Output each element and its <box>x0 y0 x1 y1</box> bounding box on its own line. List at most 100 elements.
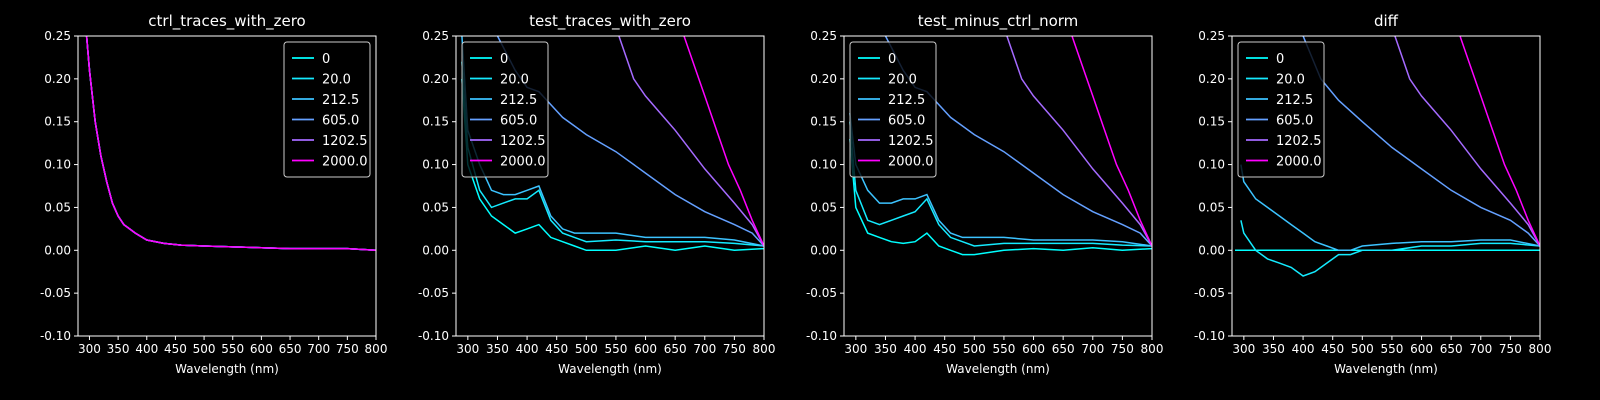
x-tick-label: 550 <box>1380 342 1403 356</box>
series-line-605.0 <box>1302 36 1540 247</box>
legend-box <box>461 41 549 178</box>
x-tick-label: 450 <box>164 342 187 356</box>
legend-entry: 212.5 <box>322 93 359 108</box>
y-tick-label: 0.10 <box>1198 158 1225 172</box>
legend-entry: 212.5 <box>1276 93 1313 108</box>
series-line-1202.5 <box>1006 36 1152 247</box>
y-tick-label: 0.20 <box>810 72 837 86</box>
x-tick-label: 500 <box>963 342 986 356</box>
x-tick-label: 400 <box>516 342 539 356</box>
legend: 0 20.0 212.5 605.0 1202.5 2000.0 <box>849 41 937 178</box>
y-tick-label: -0.05 <box>806 286 837 300</box>
x-tick-label: 650 <box>1052 342 1075 356</box>
series-line-20.0 <box>849 121 1152 247</box>
x-axis-label: Wavelength (nm) <box>946 362 1050 376</box>
legend-entry: 1202.5 <box>322 134 368 149</box>
axes-frame <box>455 35 765 337</box>
x-tick-label: 600 <box>250 342 273 356</box>
legend-entry: 605.0 <box>322 114 359 129</box>
legend: 0 20.0 212.5 605.0 1202.5 2000.0 <box>461 41 549 178</box>
x-tick-label: 650 <box>664 342 687 356</box>
x-axis-label: Wavelength (nm) <box>1334 362 1438 376</box>
y-tick-label: -0.05 <box>418 286 449 300</box>
x-tick-label: 600 <box>1022 342 1045 356</box>
legend-entry: 1202.5 <box>888 134 934 149</box>
chart-panel-3: 300 350 400 450 500 550 600 650 700 750 800 -0.10 -0… <box>806 12 1164 376</box>
y-tick-label: -0.10 <box>418 329 449 343</box>
y-tick-label: 0.25 <box>422 29 449 43</box>
x-tick-label: 450 <box>545 342 568 356</box>
y-tick-label: 0.25 <box>810 29 837 43</box>
x-tick-label: 550 <box>604 342 627 356</box>
y-tick-label: 0.05 <box>422 200 449 214</box>
y-tick-label: 0.00 <box>810 243 837 257</box>
x-tick-label: 450 <box>933 342 956 356</box>
chart-title: ctrl_traces_with_zero <box>148 12 305 31</box>
x-tick-label: 300 <box>78 342 101 356</box>
legend-entry: 2000.0 <box>500 155 546 170</box>
y-tick-label: 0.15 <box>44 115 71 129</box>
y-tick-label: 0.05 <box>810 200 837 214</box>
x-tick-label: 750 <box>1499 342 1522 356</box>
y-tick-label: 0.15 <box>1198 115 1225 129</box>
legend-entry: 2000.0 <box>322 155 368 170</box>
series-line-2000.0 <box>85 36 376 252</box>
x-tick-label: 450 <box>1321 342 1344 356</box>
y-tick-label: 0.20 <box>422 72 449 86</box>
x-tick-label: 600 <box>634 342 657 356</box>
chart-panel-4: 300 350 400 450 500 550 600 650 700 750 800 -0.10 -0… <box>1194 12 1552 376</box>
y-tick-label: -0.05 <box>40 286 71 300</box>
y-tick-label: 0.05 <box>44 200 71 214</box>
chart-panel-1: 300 350 400 450 500 550 600 650 700 750 800 -0.10 -0… <box>40 12 388 376</box>
x-tick-label: 800 <box>753 342 776 356</box>
x-tick-label: 700 <box>693 342 716 356</box>
y-tick-label: 0.20 <box>1198 72 1225 86</box>
series-line-212.5 <box>849 113 1152 247</box>
legend-entry: 2000.0 <box>888 155 934 170</box>
y-tick-label: 0.20 <box>44 72 71 86</box>
series-line-0 <box>849 138 1152 256</box>
legend-entry: 605.0 <box>1276 114 1313 129</box>
series-line-212.5 <box>1240 164 1540 252</box>
axes-frame <box>1231 35 1541 337</box>
legend-entry: 605.0 <box>888 114 925 129</box>
y-tick-label: 0.05 <box>1198 200 1225 214</box>
x-tick-label: 400 <box>1292 342 1315 356</box>
legend-entry: 605.0 <box>500 114 537 129</box>
x-tick-label: 600 <box>1410 342 1433 356</box>
y-tick-label: 0.10 <box>44 158 71 172</box>
y-tick-label: -0.10 <box>40 329 71 343</box>
x-tick-label: 700 <box>1081 342 1104 356</box>
series-line-212.5 <box>461 36 764 247</box>
legend-entry: 212.5 <box>888 93 925 108</box>
x-tick-label: 800 <box>1141 342 1164 356</box>
legend-entry: 20.0 <box>322 73 351 88</box>
legend-box <box>849 41 937 178</box>
legend-entry: 0 <box>1276 52 1284 67</box>
chart-title: test_minus_ctrl_norm <box>918 12 1079 31</box>
y-tick-label: 0.00 <box>1198 243 1225 257</box>
legend: 0 20.0 212.5 605.0 1202.5 2000.0 <box>283 41 371 178</box>
chart-title: diff <box>1374 12 1399 30</box>
legend-box <box>283 41 371 178</box>
x-axis-label: Wavelength (nm) <box>558 362 662 376</box>
x-tick-label: 300 <box>844 342 867 356</box>
axes-frame <box>843 35 1153 337</box>
x-tick-label: 300 <box>1232 342 1255 356</box>
series-line-2000.0 <box>683 36 764 247</box>
x-tick-label: 300 <box>456 342 479 356</box>
x-tick-label: 750 <box>336 342 359 356</box>
x-tick-label: 550 <box>992 342 1015 356</box>
y-tick-label: -0.10 <box>806 329 837 343</box>
x-tick-label: 750 <box>1111 342 1134 356</box>
legend-entry: 0 <box>322 52 330 67</box>
x-tick-label: 350 <box>1262 342 1285 356</box>
y-tick-label: 0.25 <box>44 29 71 43</box>
series-line-20.0 <box>461 61 764 247</box>
legend-box <box>1237 41 1325 178</box>
series-line-0 <box>461 78 764 252</box>
legend-entry: 20.0 <box>1276 73 1305 88</box>
series-line-1202.5 <box>1394 36 1540 247</box>
series-line-1202.5 <box>618 36 764 247</box>
